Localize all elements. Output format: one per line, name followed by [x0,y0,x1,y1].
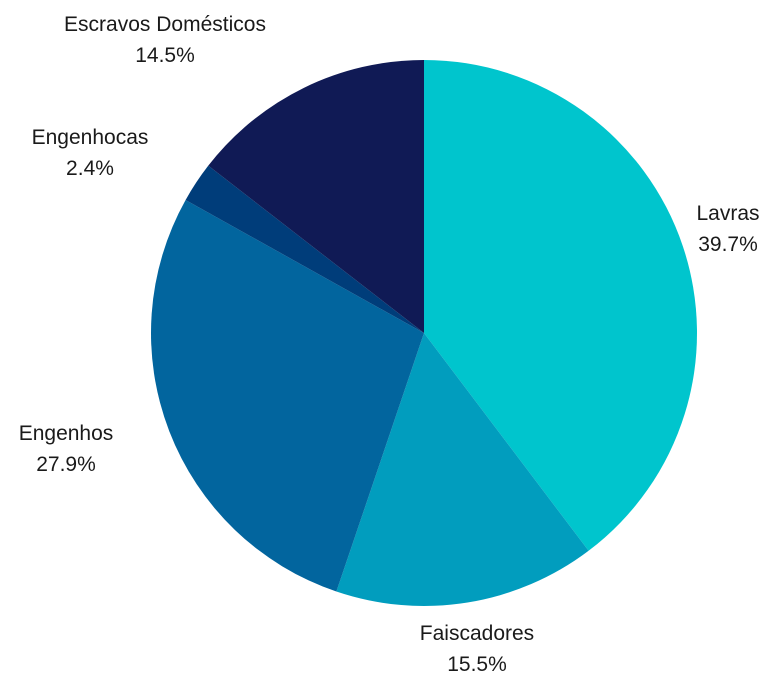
slice-name: Lavras [696,202,760,225]
slice-name: Escravos Domésticos [64,13,266,36]
slice-label-faiscadores: Faiscadores 15.5% [420,618,534,680]
slice-label-engenhocas: Engenhocas 2.4% [32,122,149,184]
slice-name: Faiscadores [419,622,535,645]
pie-slice-engenhos [150,199,424,592]
slice-name: Engenhocas [31,126,149,149]
slice-value: 2.4% [66,157,114,180]
pie-slice-engenhocas [185,165,424,333]
pie-slice-escravos-domesticos [208,60,424,333]
slice-label-escravos-domesticos: Escravos Domésticos 14.5% [64,9,266,71]
pie-slice-lavras [424,60,698,551]
slice-value: 14.5% [135,44,195,67]
slice-value: 39.7% [698,233,758,256]
slice-label-lavras: Lavras 39.7% [696,198,759,260]
slice-value: 15.5% [447,653,507,676]
pie-slice-faiscadores [336,333,589,607]
slice-label-engenhos: Engenhos 27.9% [19,418,114,480]
slice-name: Engenhos [18,422,114,445]
pie-slices [150,60,698,607]
slice-value: 27.9% [36,453,96,476]
